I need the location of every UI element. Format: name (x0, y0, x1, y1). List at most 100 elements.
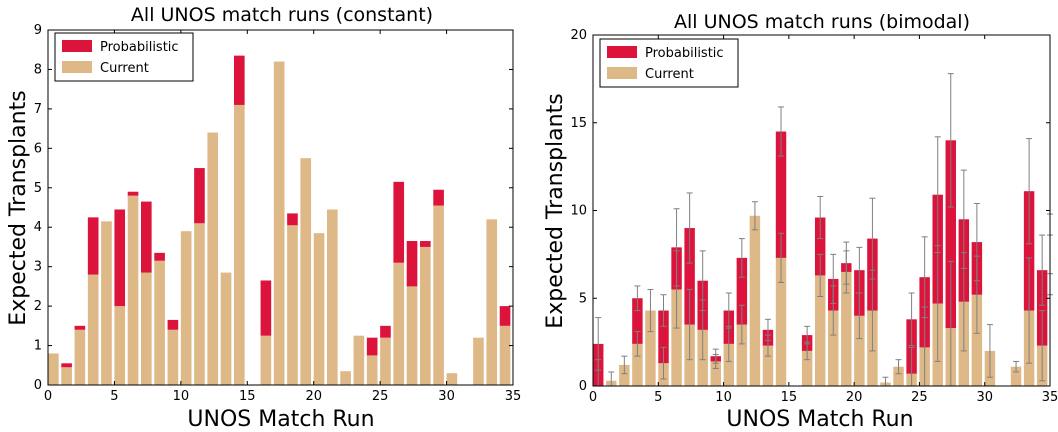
bar-current (499, 325, 511, 385)
bar-probabilistic (114, 209, 126, 307)
errorbar-total (947, 73, 954, 208)
errorbar-total (595, 317, 602, 371)
errorbar-current (1039, 310, 1046, 382)
bar-current (473, 337, 484, 385)
x-tick-label: 10 (173, 389, 190, 404)
bar-probabilistic (632, 298, 643, 344)
bar-current (273, 61, 285, 386)
bar-probabilistic (814, 217, 826, 276)
errorbar-total (908, 292, 915, 347)
bar-current (854, 315, 865, 386)
bar-current (180, 231, 192, 385)
bar-current (486, 219, 498, 385)
x-tick-label: 15 (781, 390, 798, 405)
y-tick-label: 7 (34, 102, 42, 117)
y-tick-label: 5 (34, 181, 42, 196)
y-tick-label: 0 (34, 378, 42, 393)
x-tick-label: 30 (976, 390, 993, 405)
errorbar-current (1026, 257, 1033, 364)
legend-label-probabilistic: Probabilistic (645, 46, 724, 61)
bar-probabilistic (234, 55, 245, 105)
bar-current (353, 335, 365, 385)
errorbar-current (634, 331, 641, 357)
chart-title: All UNOS match runs (constant) (131, 4, 433, 26)
bar-current (300, 158, 312, 385)
errorbar-total (778, 106, 785, 157)
bar-current (971, 294, 983, 386)
bar-probabilistic (658, 310, 669, 364)
bar-probabilistic (87, 217, 99, 275)
y-tick-label: 2 (34, 299, 42, 314)
y-tick-label: 10 (570, 204, 587, 219)
errorbar-total (921, 236, 928, 319)
bar-current (114, 306, 126, 385)
bar-probabilistic (366, 337, 378, 356)
y-tick-label: 0 (579, 379, 587, 394)
bar-probabilistic (906, 319, 917, 374)
bar-current (1010, 366, 1022, 386)
errorbar-total (960, 169, 967, 269)
x-tick-label: 20 (846, 390, 863, 405)
errorbar-total (804, 325, 811, 345)
bar-probabilistic (775, 131, 787, 258)
legend-swatch-probabilistic (62, 40, 92, 52)
bar-probabilistic (380, 325, 391, 338)
x-tick-label: 0 (44, 389, 52, 404)
bar-current (327, 209, 338, 385)
errorbar-total (817, 195, 824, 240)
bar-current (762, 345, 774, 386)
plot-area: 0 5 10 15 20 25 30 35 0 1 2 3 4 5 6 7 8 9 (34, 23, 522, 404)
bar-current (101, 221, 112, 385)
x-tick-label: 25 (911, 390, 928, 405)
bar-current (313, 233, 325, 385)
bar-current (446, 373, 458, 385)
legend-swatch-probabilistic (607, 46, 637, 58)
bar-current (260, 335, 272, 385)
x-tick-label: 30 (438, 389, 455, 404)
bar-current (194, 223, 205, 385)
bar-probabilistic (1023, 191, 1035, 311)
errorbar-total (673, 208, 680, 287)
x-axis-label: UNOS Match Run (726, 407, 913, 432)
bar-current (366, 355, 378, 385)
x-tick-label: 35 (1042, 390, 1058, 405)
legend-label-current: Current (645, 67, 694, 82)
bar-current (736, 324, 748, 386)
bar-current (671, 289, 682, 386)
x-tick-label: 0 (589, 390, 597, 405)
legend: Probabilistic Current (599, 38, 739, 88)
bar-current (340, 371, 351, 385)
bar-current (141, 272, 152, 385)
errorbar-total (725, 292, 732, 329)
plot-area: 0 5 10 15 20 25 30 35 0 5 10 15 20 (570, 28, 1058, 405)
axes-frame (47, 29, 514, 386)
bar-probabilistic (260, 280, 272, 336)
errorbar-total (634, 285, 641, 312)
bar-probabilistic (684, 228, 695, 325)
bar-current (723, 343, 735, 386)
y-axis-label: Expected Transplants (543, 93, 568, 328)
errorbar-current (647, 288, 654, 333)
bar-current (632, 343, 643, 386)
bar-probabilistic (420, 241, 431, 247)
x-tick-label: 35 (505, 389, 522, 404)
legend-label-probabilistic: Probabilistic (100, 40, 179, 55)
bar-current (48, 353, 59, 385)
errorbar-current (1013, 360, 1020, 373)
errorbar-current (751, 201, 758, 231)
bar-current (220, 272, 232, 385)
bar-current (393, 262, 405, 385)
chart-panel-bimodal: All UNOS match runs (bimodal) UNOS Match… (543, 11, 1058, 432)
bar-current (234, 104, 245, 385)
bar-current (167, 329, 179, 385)
bar-current (87, 274, 99, 385)
errorbar-current (686, 288, 693, 361)
bar-current (841, 271, 852, 386)
bar-current (74, 329, 86, 385)
bar-current (380, 337, 391, 385)
errorbar-current (660, 346, 667, 380)
bar-current (61, 367, 72, 385)
errorbar-total (764, 318, 771, 341)
bar-probabilistic (406, 241, 418, 287)
x-tick-label: 20 (305, 389, 322, 404)
